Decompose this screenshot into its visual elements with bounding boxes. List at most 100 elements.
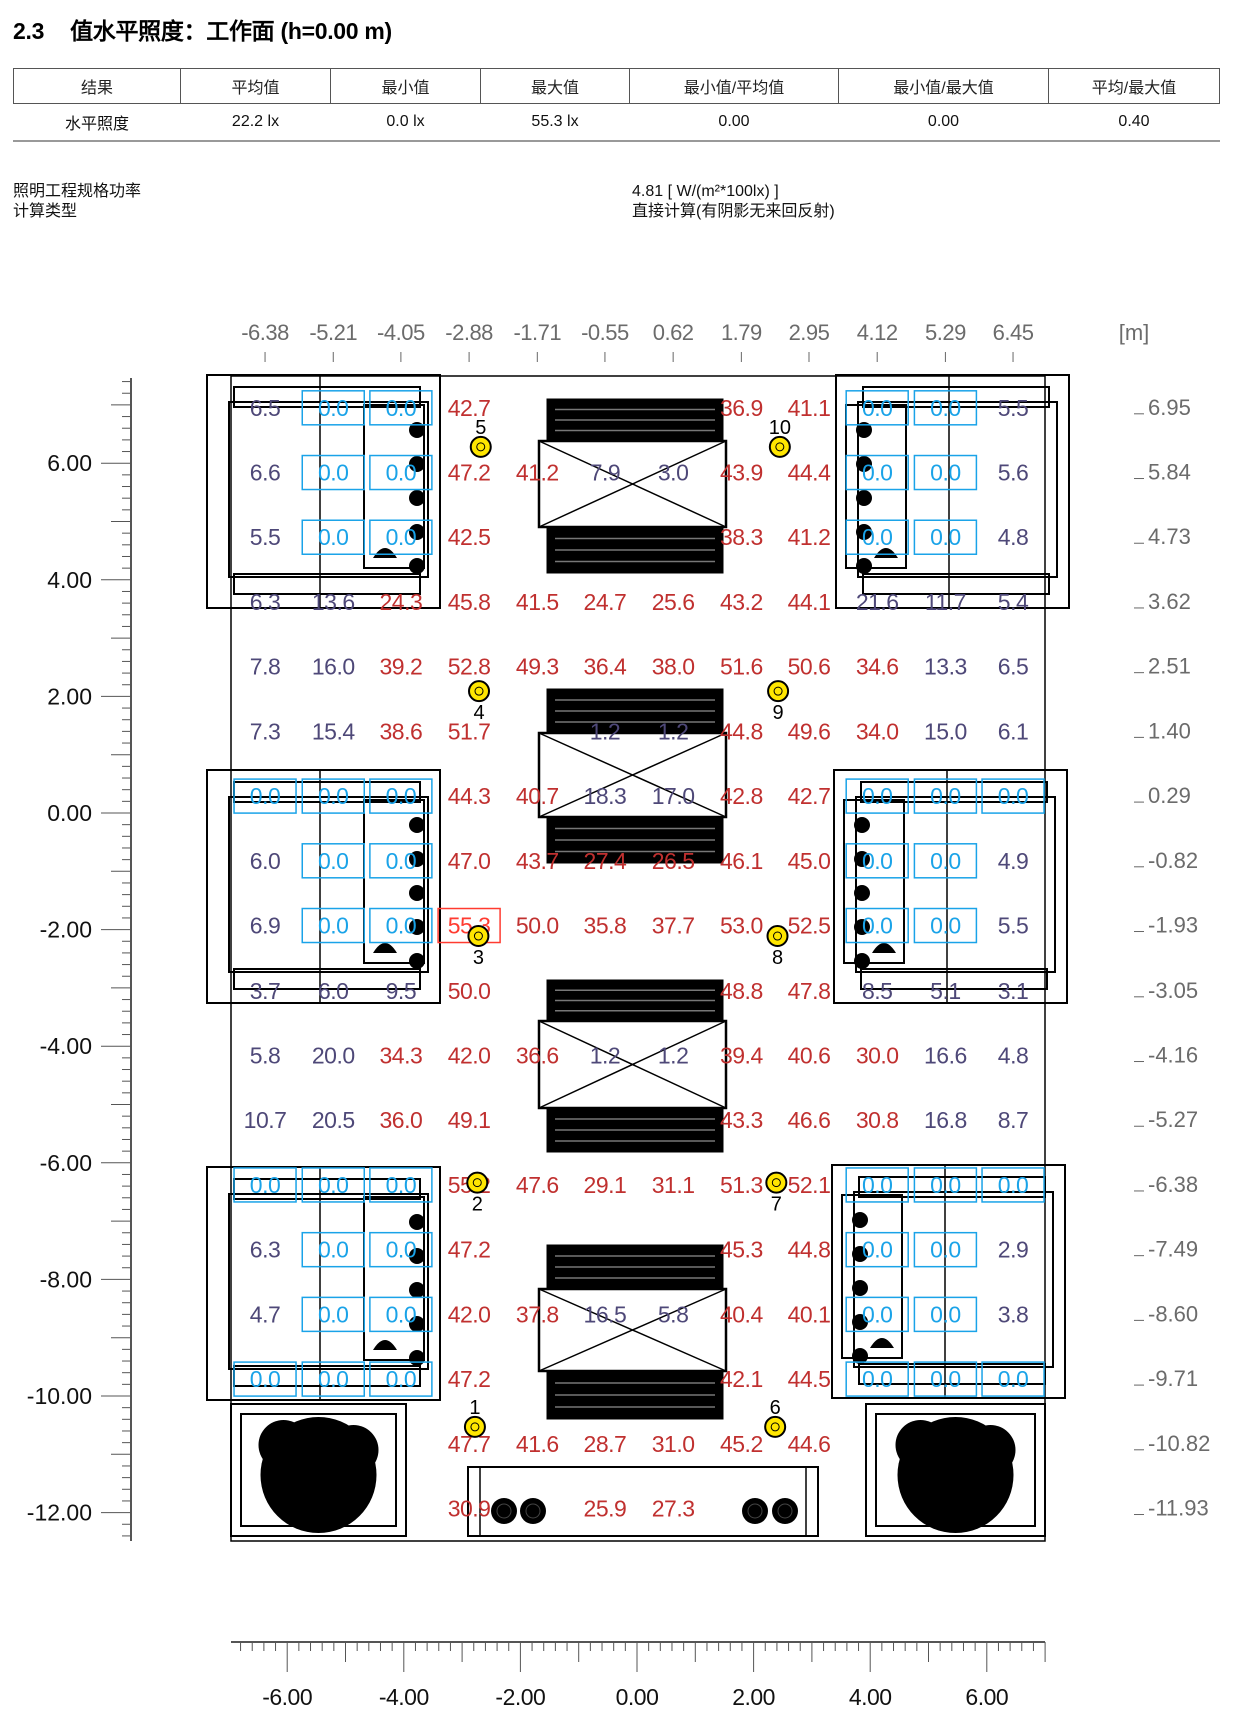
illuminance-value: 27.3: [652, 1496, 695, 1522]
luminaire-icon: [468, 680, 491, 703]
illuminance-value: 49.3: [516, 654, 559, 680]
illuminance-value: 0.0: [930, 913, 960, 939]
illuminance-value: 0.0: [930, 1301, 960, 1327]
illuminance-value: 41.2: [788, 524, 831, 550]
zero-value-box: [301, 1296, 366, 1333]
grid-x-label: -6.38: [241, 320, 289, 345]
stool-icon: [870, 1338, 894, 1348]
grid-y-label: -9.71: [1148, 1366, 1198, 1391]
illuminance-value: 8.7: [998, 1107, 1028, 1133]
grid-y-label: -1.93: [1148, 913, 1198, 938]
zero-value-box: [369, 519, 433, 555]
illuminance-value: 0.0: [862, 913, 892, 939]
table-cell: 55.3 lx: [531, 112, 579, 130]
grid-x-label: -2.88: [445, 320, 493, 345]
grid-y-label: 1.40: [1148, 718, 1191, 743]
hanger-dot: [854, 817, 870, 833]
zero-value-box: [913, 454, 978, 491]
illuminance-value: 41.2: [516, 460, 559, 486]
cabinet-rack: [363, 799, 425, 964]
luminaire-icon: [767, 680, 790, 703]
illuminance-value: 3.0: [658, 460, 688, 486]
illuminance-value: 5.5: [998, 913, 1028, 939]
section-heading: 值水平照度：工作面 (h=0.00 m): [70, 18, 392, 44]
illuminance-value: 42.8: [720, 783, 763, 809]
illuminance-value: 0.0: [862, 1301, 892, 1327]
luminaire-label: 4: [473, 702, 484, 724]
zero-value-box: [301, 1361, 366, 1397]
zero-value-box: [301, 390, 366, 426]
luminaire-layer: 1 2 3 4 5 6 7 8 9 10: [463, 417, 791, 1438]
illuminance-value: 6.6: [250, 460, 280, 486]
zero-value-box: [845, 907, 909, 944]
illuminance-value: 50.6: [788, 654, 831, 680]
illuminance-value: 0.0: [386, 1366, 416, 1392]
zero-value-box: [845, 390, 909, 426]
illuminance-value: 5.6: [998, 460, 1028, 486]
table-cross: [538, 732, 727, 818]
zero-value-box: [845, 778, 909, 814]
hanger-dot: [854, 919, 870, 935]
illuminance-value: 51.7: [448, 718, 491, 744]
illuminance-value: 36.6: [516, 1043, 559, 1069]
illuminance-value: 0.0: [250, 783, 280, 809]
stool-icon: [373, 943, 397, 953]
illuminance-value: 24.7: [584, 589, 627, 615]
luminaire-icon: [466, 1171, 489, 1194]
luminaire-center: [771, 1178, 781, 1188]
ruler-x-label: 6.00: [965, 1684, 1008, 1710]
illuminance-value: 0.0: [318, 1366, 348, 1392]
table-cell: 0.00: [927, 112, 960, 130]
cabinet-shelf: [862, 386, 1050, 408]
illuminance-value: 34.0: [856, 718, 899, 744]
illuminance-value: 0.0: [862, 783, 892, 809]
grid-y-label: 4.73: [1148, 524, 1191, 549]
illuminance-value: 49.6: [788, 718, 831, 744]
stool-icon: [874, 548, 898, 558]
zero-value-box: [301, 519, 366, 555]
zero-value-box: [301, 454, 366, 491]
illuminance-value: 46.6: [788, 1107, 831, 1133]
hanger-dot: [409, 558, 425, 574]
illuminance-value: 42.7: [448, 395, 491, 421]
zero-value-box: [913, 390, 978, 426]
illuminance-value: 35.8: [584, 913, 627, 939]
hanger-dot: [409, 885, 425, 901]
zero-value-box: [913, 519, 978, 555]
hanger-dot: [852, 1212, 868, 1228]
zero-value-box: [369, 1167, 433, 1203]
illuminance-value: 17.0: [652, 783, 695, 809]
luminaire-center: [472, 1178, 482, 1188]
illuminance-value: 0.0: [386, 913, 416, 939]
illuminance-value: 43.3: [720, 1107, 763, 1133]
ruler-x-label: -6.00: [262, 1684, 312, 1710]
cabinet-outline: [206, 769, 441, 1004]
illuminance-value: 49.1: [448, 1107, 491, 1133]
illuminance-value: 44.8: [788, 1237, 831, 1263]
hanger-dot: [409, 490, 425, 506]
hanger-dot: [854, 885, 870, 901]
hanger-dot: [409, 851, 425, 867]
illuminance-value: 47.2: [448, 1366, 491, 1392]
grid-y-label: -4.16: [1148, 1043, 1198, 1068]
plant-icon: [965, 1425, 1016, 1475]
hanger-dot: [409, 1248, 425, 1264]
cabinet-outline: [206, 1166, 441, 1401]
illuminance-value: 6.5: [998, 654, 1028, 680]
zero-value-box: [301, 907, 366, 944]
grid-y-label: -11.93: [1148, 1496, 1209, 1521]
illuminance-value: 13.6: [312, 589, 355, 615]
illuminance-value: 37.8: [516, 1301, 559, 1327]
info-value-calc-type: 直接计算(有阴影无来回反射): [632, 203, 835, 220]
illuminance-value: 0.0: [998, 783, 1028, 809]
stool-ring: [777, 1503, 793, 1519]
illuminance-value: 40.4: [720, 1301, 763, 1327]
ruler-y-label: -10.00: [27, 1383, 92, 1409]
illuminance-value: 30.0: [856, 1043, 899, 1069]
luminaire-icon: [467, 925, 490, 948]
illuminance-value: 7.8: [250, 654, 280, 680]
cabinet-rack: [841, 1194, 903, 1359]
luminaire-center: [775, 442, 785, 452]
hanger-dot: [856, 490, 872, 506]
illuminance-value: 41.6: [516, 1431, 559, 1457]
